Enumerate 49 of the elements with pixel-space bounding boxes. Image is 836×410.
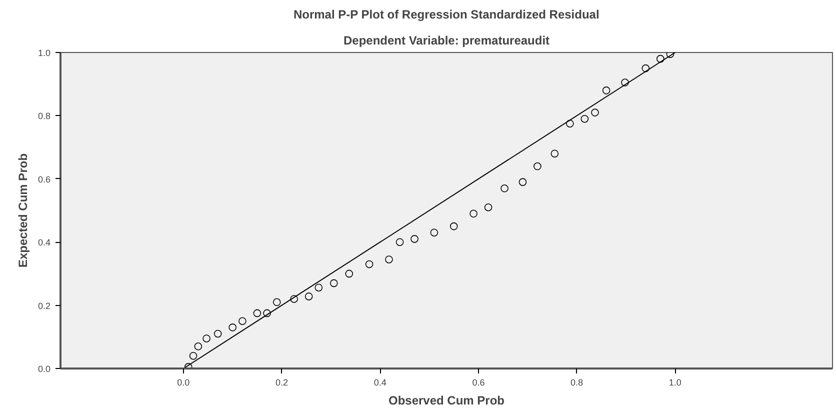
point bbox=[314, 284, 323, 292]
x-tick-label: 0.0 bbox=[177, 378, 190, 388]
x-tick-label: 0.2 bbox=[276, 378, 288, 388]
point bbox=[580, 114, 589, 123]
point bbox=[484, 203, 492, 212]
point bbox=[263, 309, 271, 318]
point bbox=[621, 78, 629, 86]
x-tick-label: 0.6 bbox=[472, 378, 485, 388]
point bbox=[202, 334, 210, 342]
x-tick-label: 0.4 bbox=[374, 378, 386, 388]
chart-title: Normal P-P Plot of Regression Standardized Residual bbox=[293, 8, 600, 22]
point bbox=[500, 184, 508, 192]
x-axis-title: Observed Cum Prob bbox=[388, 394, 505, 408]
chart-subtitle: Dependent Variable: prematureaudit bbox=[343, 34, 550, 48]
y-tick-label: 0.6 bbox=[38, 174, 51, 184]
y-tick-label: 0.0 bbox=[38, 364, 51, 374]
point bbox=[214, 330, 222, 338]
x-tick-label: 1.0 bbox=[668, 378, 682, 388]
point bbox=[656, 54, 664, 63]
point bbox=[450, 222, 458, 230]
point bbox=[189, 352, 198, 360]
point bbox=[550, 150, 559, 158]
y-tick-label: 0.8 bbox=[38, 111, 51, 122]
point bbox=[534, 162, 542, 170]
point bbox=[385, 256, 393, 264]
point bbox=[470, 210, 478, 218]
point bbox=[304, 292, 313, 300]
point bbox=[290, 295, 298, 303]
point bbox=[253, 309, 262, 318]
y-tick-label: 0.2 bbox=[38, 300, 51, 311]
point bbox=[345, 270, 354, 278]
point bbox=[591, 108, 599, 116]
y-tick-label: 0.4 bbox=[38, 238, 51, 248]
point bbox=[642, 64, 650, 72]
point bbox=[238, 317, 246, 325]
x-tick-label: 0.8 bbox=[570, 378, 584, 388]
y-tick-label: 1.0 bbox=[38, 48, 51, 58]
point bbox=[365, 260, 374, 268]
point bbox=[330, 279, 338, 288]
point bbox=[194, 342, 202, 350]
point bbox=[228, 324, 236, 332]
point bbox=[410, 235, 418, 243]
point bbox=[602, 86, 610, 94]
y-axis-title: Expected Cum Prob bbox=[16, 153, 30, 268]
point bbox=[518, 178, 527, 186]
point bbox=[272, 298, 281, 306]
point bbox=[396, 238, 404, 246]
point bbox=[430, 228, 438, 237]
point bbox=[566, 120, 574, 128]
